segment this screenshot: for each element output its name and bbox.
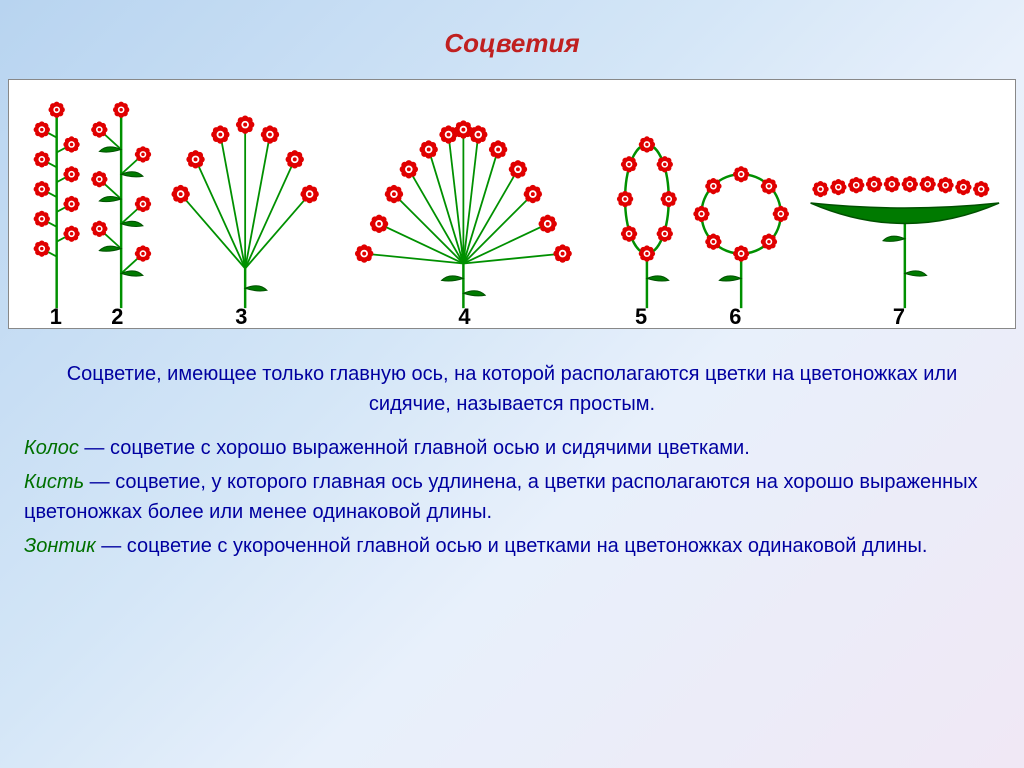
svg-text:5: 5 bbox=[635, 304, 647, 328]
svg-text:4: 4 bbox=[458, 304, 471, 328]
text-kist: — соцветие, у которого главная ось удлин… bbox=[24, 471, 978, 523]
inflorescence-diagram: 1 2 3 4 5 6 7 bbox=[8, 79, 1016, 329]
description-text: Соцветие, имеющее только главную ось, на… bbox=[0, 359, 1024, 561]
def-kist: Кисть — соцветие, у которого главная ось… bbox=[24, 467, 1000, 527]
term-kist: Кисть bbox=[24, 471, 84, 493]
intro-paragraph: Соцветие, имеющее только главную ось, на… bbox=[24, 359, 1000, 419]
def-kolos: Колос — соцветие с хорошо выраженной гла… bbox=[24, 433, 1000, 463]
term-zontik: Зонтик bbox=[24, 535, 96, 557]
def-zontik: Зонтик — соцветие с укороченной главной … bbox=[24, 531, 1000, 561]
svg-text:7: 7 bbox=[893, 304, 905, 328]
svg-text:1: 1 bbox=[50, 304, 62, 328]
svg-text:6: 6 bbox=[729, 304, 741, 328]
page-title: Соцветия bbox=[0, 0, 1024, 79]
term-kolos: Колос bbox=[24, 437, 79, 459]
text-zontik: — соцветие с укороченной главной осью и … bbox=[96, 535, 928, 557]
svg-text:2: 2 bbox=[111, 304, 123, 328]
diagram-svg: 1 2 3 4 5 6 7 bbox=[9, 80, 1015, 328]
svg-text:3: 3 bbox=[235, 304, 247, 328]
text-kolos: — соцветие с хорошо выраженной главной о… bbox=[79, 437, 750, 459]
